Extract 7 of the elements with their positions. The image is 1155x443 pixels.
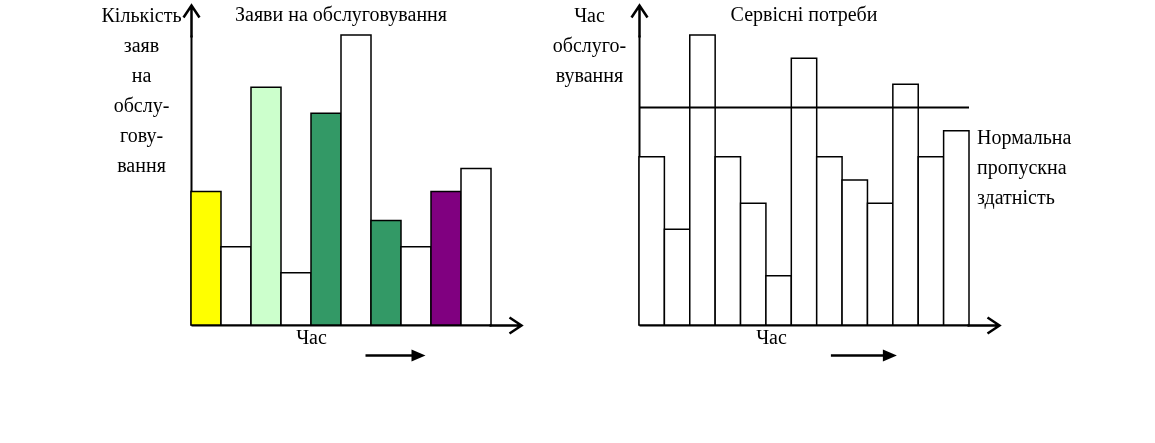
chart-title: Сервісні потреби <box>730 3 878 26</box>
y-axis-title: Час обслуго-вування <box>552 3 627 87</box>
x-axis-title: Час <box>756 325 787 348</box>
ref-line-label: Нормальна пропускна здатність <box>977 125 1072 209</box>
x-axis-title: Час <box>296 325 327 348</box>
y-axis-title: Кількість заяв на обслу-гову-вання <box>101 3 182 176</box>
chart-title: Заяви на обслуговування <box>235 3 447 26</box>
